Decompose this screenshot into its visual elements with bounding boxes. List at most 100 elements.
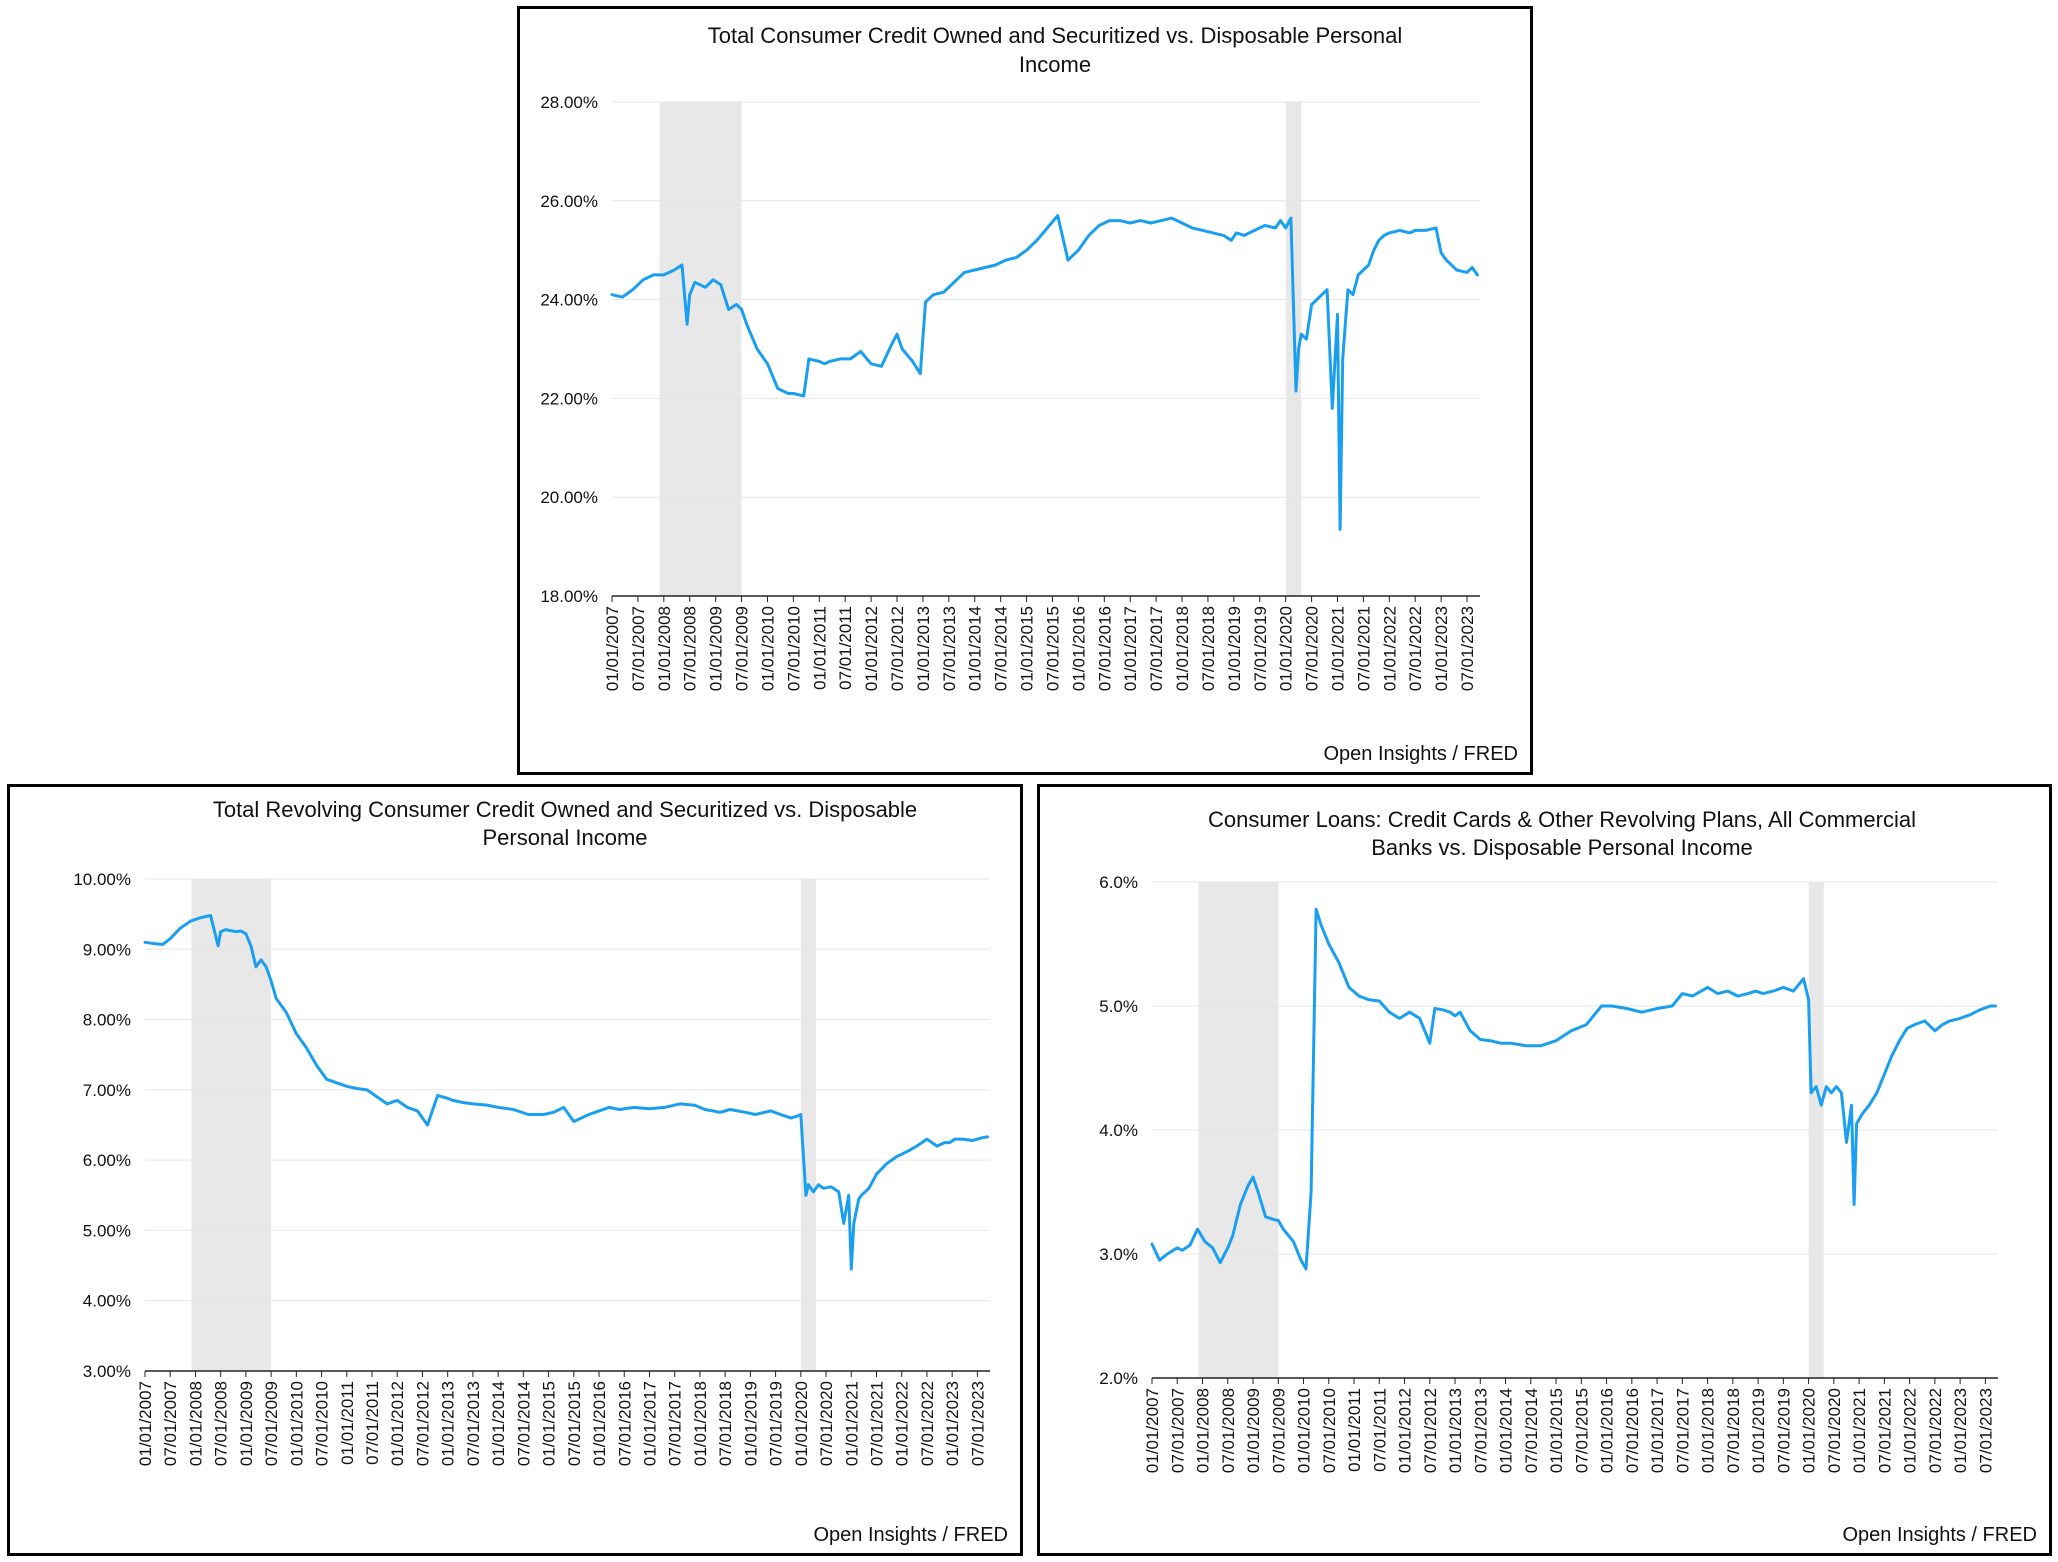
x-tick-label: 07/01/2019 — [1251, 606, 1270, 691]
series-line — [143, 914, 989, 1271]
y-tick-label: 5.0% — [1099, 997, 1138, 1016]
x-tick-label: 07/01/2013 — [464, 1381, 483, 1466]
x-tick-label: 07/01/2013 — [940, 606, 959, 691]
x-tick-label: 07/01/2013 — [1471, 1388, 1490, 1473]
y-tick-label: 18.00% — [540, 587, 598, 606]
x-tick-label: 07/01/2018 — [1724, 1388, 1743, 1473]
x-tick-label: 07/01/2009 — [1269, 1388, 1288, 1473]
x-tick-label: 01/01/2015 — [540, 1381, 559, 1466]
x-tick-label: 07/01/2011 — [363, 1381, 382, 1465]
x-tick-label: 07/01/2007 — [629, 606, 648, 691]
x-tick-label: 01/01/2023 — [1432, 606, 1451, 691]
x-tick-label: 01/01/2010 — [287, 1381, 306, 1466]
x-tick-label: 01/01/2011 — [1345, 1388, 1364, 1472]
x-tick-label: 07/01/2021 — [867, 1381, 886, 1466]
x-tick-label: 01/01/2019 — [1225, 606, 1244, 691]
x-tick-label: 07/01/2017 — [666, 1381, 685, 1466]
chart-title: Total Consumer Credit Owned and Securiti… — [708, 23, 1403, 48]
x-tick-label: 01/01/2022 — [1901, 1388, 1920, 1473]
x-tick-label: 01/01/2014 — [1497, 1388, 1516, 1473]
x-tick-label: 01/01/2014 — [489, 1381, 508, 1466]
x-tick-label: 07/01/2014 — [514, 1381, 533, 1466]
recession-band — [659, 102, 742, 596]
x-tick-label: 07/01/2012 — [1421, 1388, 1440, 1473]
x-tick-label: 07/01/2007 — [1168, 1388, 1187, 1473]
y-tick-label: 6.0% — [1099, 873, 1138, 892]
x-tick-label: 01/01/2018 — [691, 1381, 710, 1466]
x-tick-label: 01/01/2016 — [590, 1381, 609, 1466]
y-tick-label: 24.00% — [540, 291, 598, 310]
x-tick-label: 07/01/2014 — [1522, 1388, 1541, 1473]
y-tick-label: 3.0% — [1099, 1245, 1138, 1264]
x-tick-label: 07/01/2015 — [1043, 606, 1062, 691]
x-tick-label: 07/01/2022 — [918, 1381, 937, 1466]
x-tick-label: 01/01/2008 — [1194, 1388, 1213, 1473]
y-tick-label: 5.00% — [83, 1221, 131, 1240]
x-tick-label: 01/01/2010 — [1295, 1388, 1314, 1473]
x-tick-label: 01/01/2014 — [966, 606, 985, 691]
chart-title: Personal Income — [482, 825, 647, 850]
y-tick-label: 20.00% — [540, 488, 598, 507]
y-tick-label: 3.00% — [83, 1362, 131, 1381]
x-tick-label: 07/01/2019 — [767, 1381, 786, 1466]
x-tick-label: 07/01/2021 — [1875, 1388, 1894, 1473]
chart-left: Total Revolving Consumer Credit Owned an… — [73, 797, 990, 1466]
x-tick-label: 07/01/2012 — [413, 1381, 432, 1466]
x-tick-label: 07/01/2015 — [1572, 1388, 1591, 1473]
x-tick-label: 07/01/2008 — [212, 1381, 231, 1466]
x-tick-label: 01/01/2021 — [1850, 1388, 1869, 1473]
x-tick-label: 07/01/2023 — [1976, 1388, 1995, 1473]
x-tick-label: 07/01/2011 — [1370, 1388, 1389, 1472]
x-tick-label: 01/01/2012 — [1396, 1388, 1415, 1473]
x-tick-label: 01/01/2007 — [1143, 1388, 1162, 1473]
x-tick-label: 01/01/2021 — [842, 1381, 861, 1466]
x-tick-label: 07/01/2020 — [1303, 606, 1322, 691]
x-tick-label: 01/01/2020 — [1277, 606, 1296, 691]
y-tick-label: 8.00% — [83, 1011, 131, 1030]
y-tick-label: 9.00% — [83, 940, 131, 959]
x-tick-label: 07/01/2020 — [1825, 1388, 1844, 1473]
x-tick-label: 07/01/2007 — [161, 1381, 180, 1466]
x-tick-label: 01/01/2023 — [943, 1381, 962, 1466]
x-tick-label: 01/01/2016 — [1598, 1388, 1617, 1473]
x-tick-label: 07/01/2015 — [565, 1381, 584, 1466]
y-tick-label: 4.0% — [1099, 1121, 1138, 1140]
x-tick-label: 07/01/2023 — [1458, 606, 1477, 691]
x-tick-label: 01/01/2011 — [810, 606, 829, 690]
y-tick-label: 28.00% — [540, 93, 598, 112]
x-tick-label: 07/01/2012 — [888, 606, 907, 691]
chart-top: Total Consumer Credit Owned and Securiti… — [540, 23, 1480, 691]
x-tick-label: 01/01/2020 — [792, 1381, 811, 1466]
y-tick-label: 22.00% — [540, 389, 598, 408]
x-tick-label: 01/01/2023 — [1951, 1388, 1970, 1473]
x-tick-label: 07/01/2020 — [817, 1381, 836, 1466]
x-tick-label: 07/01/2016 — [615, 1381, 634, 1466]
x-tick-label: 07/01/2018 — [1199, 606, 1218, 691]
chart-right: Consumer Loans: Credit Cards & Other Rev… — [1099, 807, 1998, 1473]
x-tick-label: 07/01/2008 — [1219, 1388, 1238, 1473]
recession-band — [800, 879, 816, 1371]
series-line — [610, 214, 1479, 531]
x-tick-label: 07/01/2021 — [1354, 606, 1373, 691]
x-tick-label: 01/01/2017 — [1121, 606, 1140, 691]
source-label: Open Insights / FRED — [1842, 1524, 2037, 1546]
x-tick-label: 07/01/2019 — [1774, 1388, 1793, 1473]
x-tick-label: 01/01/2022 — [893, 1381, 912, 1466]
x-tick-label: 07/01/2010 — [313, 1381, 332, 1466]
chart-title: Total Revolving Consumer Credit Owned an… — [213, 797, 917, 822]
recession-band — [191, 879, 272, 1371]
x-tick-label: 07/01/2010 — [1320, 1388, 1339, 1473]
x-tick-label: 07/01/2016 — [1623, 1388, 1642, 1473]
x-tick-label: 01/01/2013 — [914, 606, 933, 691]
chart-title: Consumer Loans: Credit Cards & Other Rev… — [1208, 807, 1916, 832]
x-tick-label: 01/01/2007 — [136, 1381, 155, 1466]
x-tick-label: 01/01/2010 — [758, 606, 777, 691]
chart-panel-top: Total Consumer Credit Owned and Securiti… — [517, 6, 1533, 775]
x-tick-label: 01/01/2017 — [640, 1381, 659, 1466]
x-tick-label: 01/01/2019 — [1749, 1388, 1768, 1473]
x-tick-label: 01/01/2008 — [186, 1381, 205, 1466]
x-tick-label: 07/01/2022 — [1406, 606, 1425, 691]
x-tick-label: 01/01/2012 — [862, 606, 881, 691]
y-tick-label: 10.00% — [73, 870, 131, 889]
x-tick-label: 07/01/2008 — [681, 606, 700, 691]
